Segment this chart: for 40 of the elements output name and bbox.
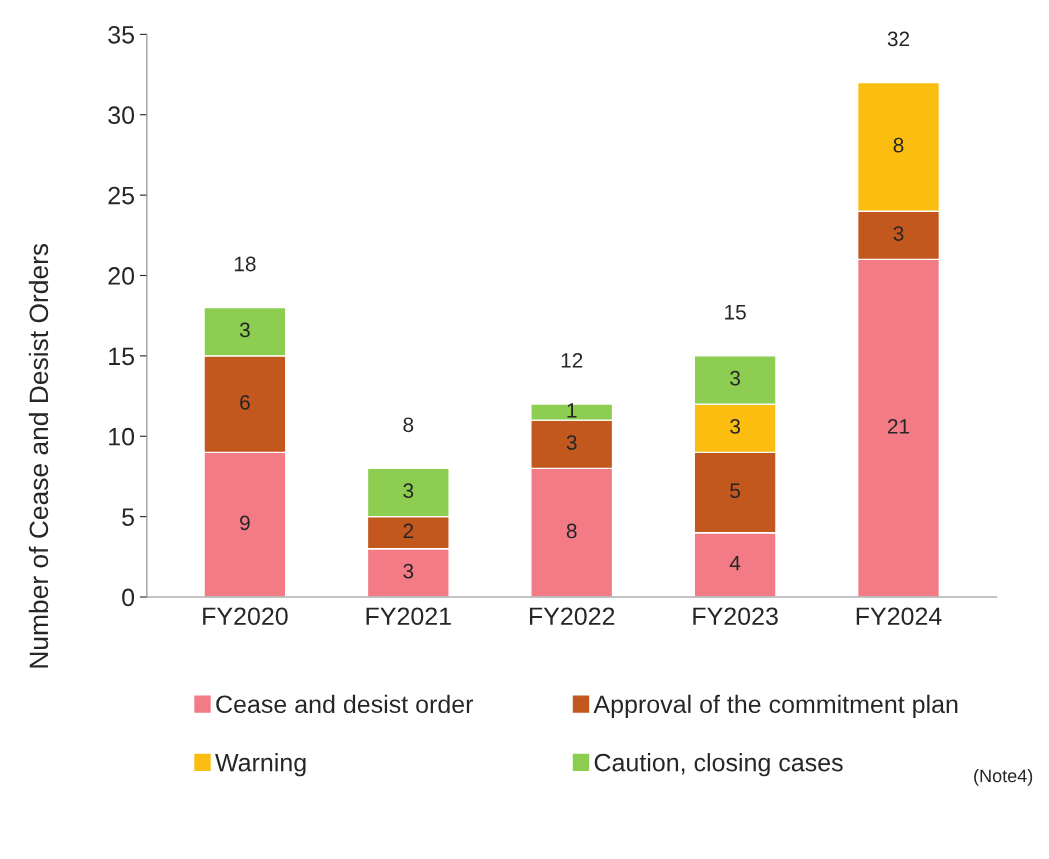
total-label: 12 (561, 353, 583, 368)
legend-label: Warning (215, 753, 306, 777)
data-label: 3 (239, 322, 250, 338)
data-label: 8 (893, 137, 904, 153)
data-label: 3 (730, 419, 740, 434)
y-tick-label: 0 (122, 588, 135, 607)
y-axis-title: Number of Cease and Desist Orders (28, 243, 49, 668)
y-tick-label: 10 (109, 427, 135, 446)
x-tick-label: FY2021 (366, 607, 451, 626)
legend-label: Cease and desist order (216, 694, 474, 714)
total-label: 8 (403, 417, 414, 433)
y-tick-label: 35 (108, 25, 135, 44)
data-label: 8 (566, 523, 577, 539)
text: (Note4) (974, 768, 1033, 786)
data-label: 3 (403, 563, 414, 579)
data-label: 3 (893, 226, 904, 241)
data-label: 5 (730, 483, 741, 499)
data-label: 2 (403, 523, 414, 539)
data-label: 9 (240, 515, 250, 531)
legend-label: Caution, closing cases (594, 753, 843, 777)
data-label: 21 (887, 419, 910, 434)
x-tick-label: FY2022 (529, 607, 615, 626)
total-label: 32 (887, 31, 910, 47)
x-tick-label: FY2024 (856, 607, 942, 626)
data-label: 3 (566, 435, 577, 450)
x-tick-label: FY2023 (693, 607, 778, 626)
total-label: 15 (725, 305, 746, 320)
y-tick-label: 25 (108, 186, 135, 205)
x-tick-label: FY2020 (203, 607, 288, 626)
data-label: 4 (729, 555, 741, 571)
y-tick-label: 30 (108, 106, 135, 125)
y-tick-label: 15 (109, 347, 135, 366)
data-label: 3 (403, 483, 414, 499)
total-label: 18 (234, 256, 256, 272)
y-tick-label: 20 (108, 267, 135, 285)
data-label: 1 (567, 403, 577, 418)
data-label: 3 (730, 370, 740, 386)
data-label: 6 (240, 394, 250, 410)
y-tick-label: 5 (122, 508, 135, 526)
legend-label: Approval of the commitment plan (593, 694, 958, 719)
